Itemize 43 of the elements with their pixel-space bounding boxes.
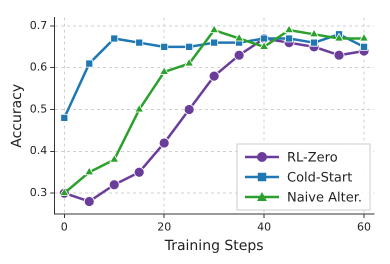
point: [334, 33, 344, 42]
point: [359, 33, 369, 42]
y-tick-label: 0.7: [30, 18, 48, 32]
point: [184, 104, 195, 115]
point: [185, 42, 194, 51]
point: [84, 196, 95, 207]
point: [85, 60, 94, 68]
point: [60, 114, 68, 122]
y-tick-label: 0.6: [30, 60, 48, 74]
point: [184, 58, 194, 66]
point: [158, 138, 170, 148]
x-axis-title: Training Steps: [164, 238, 264, 254]
point: [209, 24, 219, 34]
point: [160, 42, 168, 51]
x-tick-label: 40: [257, 220, 272, 234]
legend-label: RL-Zero: [286, 150, 338, 166]
point: [234, 33, 244, 42]
point: [108, 179, 120, 190]
point: [259, 41, 269, 50]
point: [360, 42, 368, 51]
point: [134, 104, 144, 112]
y-tick-label: 0.4: [30, 144, 48, 158]
point: [285, 34, 294, 42]
point: [110, 34, 118, 42]
legend-label: Cold-Start: [286, 170, 352, 186]
point: [210, 38, 218, 47]
point: [135, 38, 144, 47]
y-axis-title: Accuracy: [9, 84, 26, 148]
point: [334, 50, 344, 61]
point: [208, 70, 220, 82]
point: [284, 24, 294, 34]
x-tick-label: 60: [357, 220, 372, 234]
point: [159, 66, 169, 75]
point: [234, 50, 245, 61]
point: [110, 154, 119, 163]
x-tick-label: 20: [157, 220, 172, 234]
y-tick-label: 0.5: [30, 102, 48, 116]
legend-label: Naive Alter.: [286, 190, 362, 206]
point: [309, 28, 319, 38]
x-tick-label: 0: [60, 220, 68, 234]
point: [134, 166, 145, 178]
y-tick-label: 0.3: [30, 186, 48, 199]
point: [310, 38, 318, 47]
